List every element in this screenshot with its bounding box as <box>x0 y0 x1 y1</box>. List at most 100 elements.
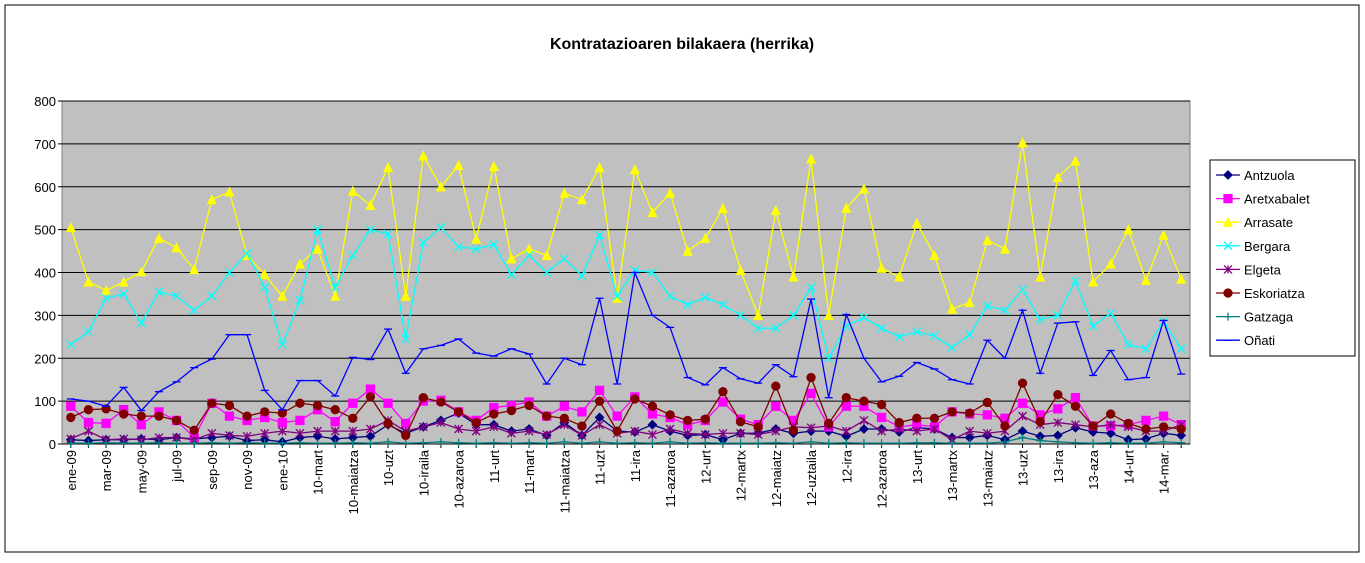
x-tick-label: 13-aza <box>1086 449 1101 490</box>
marker <box>348 426 358 436</box>
marker <box>559 254 569 264</box>
marker <box>119 289 129 299</box>
marker <box>83 276 94 287</box>
marker <box>383 229 393 239</box>
marker <box>242 411 252 421</box>
marker <box>1141 439 1150 448</box>
x-tick-label: 11-azaroa <box>663 449 678 507</box>
marker <box>224 268 234 277</box>
marker <box>1158 411 1169 421</box>
marker <box>718 439 727 448</box>
x-tick-label: ene-09 <box>64 450 79 490</box>
marker <box>1070 401 1081 411</box>
marker <box>754 439 763 448</box>
marker <box>471 233 482 244</box>
marker <box>1223 193 1233 204</box>
marker <box>224 186 235 197</box>
x-tick-label: 14-mar. <box>1157 450 1172 494</box>
marker <box>1088 421 1098 431</box>
marker <box>1035 417 1045 427</box>
marker <box>1141 344 1151 354</box>
marker <box>807 437 816 446</box>
marker <box>242 248 252 258</box>
marker <box>66 401 76 411</box>
x-tick-label: ene-10 <box>275 450 290 490</box>
marker <box>83 426 93 436</box>
x-tick-label: 10-iraila <box>416 449 431 496</box>
marker <box>471 417 481 428</box>
marker <box>118 276 129 287</box>
marker <box>982 428 992 438</box>
marker <box>365 384 376 394</box>
marker <box>789 439 798 448</box>
marker <box>383 418 393 429</box>
marker <box>1106 409 1116 419</box>
series-line <box>70 436 1182 444</box>
marker <box>383 162 394 173</box>
marker <box>736 310 746 320</box>
marker <box>1089 439 1098 448</box>
marker <box>929 249 940 260</box>
marker <box>295 438 304 447</box>
x-tick-label: 13-martx <box>945 450 960 502</box>
marker <box>1222 216 1234 227</box>
marker <box>1140 274 1151 285</box>
marker <box>753 422 763 432</box>
marker <box>189 264 200 275</box>
marker <box>243 438 252 447</box>
marker <box>806 283 816 292</box>
marker <box>999 243 1010 254</box>
marker <box>1053 390 1063 400</box>
marker <box>700 430 710 440</box>
marker <box>312 400 323 411</box>
marker <box>1223 170 1233 180</box>
marker <box>66 439 75 448</box>
y-tick-label: 400 <box>34 266 56 281</box>
marker <box>948 439 957 448</box>
marker <box>1123 224 1134 235</box>
marker <box>207 438 216 447</box>
marker <box>1158 229 1169 240</box>
x-tick-label: 13-ira <box>1051 449 1066 483</box>
marker <box>982 301 992 311</box>
marker <box>559 401 569 411</box>
legend-label: Aretxabalet <box>1244 192 1310 207</box>
marker <box>171 415 182 426</box>
marker <box>313 439 322 448</box>
marker <box>348 398 358 408</box>
marker <box>102 438 111 447</box>
marker <box>66 340 76 349</box>
marker <box>859 415 869 425</box>
marker <box>771 401 781 411</box>
marker <box>313 225 323 235</box>
marker <box>277 417 287 428</box>
series <box>66 223 1186 363</box>
marker <box>137 439 146 448</box>
marker <box>859 424 869 434</box>
marker <box>859 313 869 322</box>
marker <box>542 430 552 440</box>
marker <box>666 437 675 446</box>
legend-label: Bergara <box>1244 239 1291 254</box>
marker <box>119 409 129 419</box>
marker <box>295 295 305 305</box>
marker <box>1017 378 1028 388</box>
marker <box>753 430 763 440</box>
marker <box>559 187 570 198</box>
marker <box>718 397 728 407</box>
marker <box>858 183 869 194</box>
marker <box>612 291 622 301</box>
marker <box>1176 273 1187 284</box>
marker <box>613 439 622 448</box>
marker <box>1224 312 1232 321</box>
marker <box>525 438 534 447</box>
marker <box>806 388 816 399</box>
marker <box>947 407 957 417</box>
marker <box>930 438 939 447</box>
marker <box>577 439 586 448</box>
marker <box>136 266 147 277</box>
marker <box>577 430 587 440</box>
legend-label: Elgeta <box>1244 262 1282 277</box>
marker <box>259 269 270 280</box>
